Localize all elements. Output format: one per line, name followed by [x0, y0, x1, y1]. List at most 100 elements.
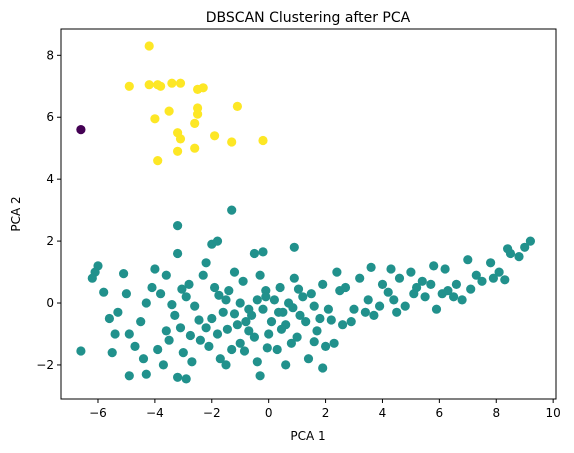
data-point [258, 247, 268, 257]
data-point [173, 221, 183, 231]
data-point [318, 279, 328, 289]
data-point [124, 371, 134, 381]
x-axis-label: PCA 1 [290, 429, 325, 443]
data-point [107, 348, 117, 358]
data-point [104, 313, 114, 324]
data-point [184, 279, 194, 289]
data-point [144, 41, 154, 51]
data-point [244, 304, 254, 314]
data-point [224, 286, 234, 296]
data-point [190, 143, 200, 153]
data-point [232, 320, 242, 330]
data-point [323, 304, 333, 314]
x-tick-label: 0 [265, 406, 273, 420]
data-point [252, 357, 262, 367]
data-point [227, 344, 237, 355]
data-point [303, 354, 314, 364]
data-point [229, 267, 240, 277]
data-point [167, 300, 177, 310]
y-tick-label: 4 [46, 172, 54, 186]
data-point [99, 287, 109, 297]
data-point [369, 310, 379, 320]
data-point [375, 301, 385, 311]
data-point [264, 329, 274, 339]
data-point [113, 307, 123, 317]
data-point [315, 313, 325, 324]
data-point [288, 303, 298, 313]
data-point [173, 146, 183, 156]
data-point [514, 252, 524, 262]
y-axis-ticks: −2 0 2 4 6 8 [36, 48, 61, 372]
data-point [309, 337, 319, 347]
data-point [76, 346, 86, 356]
data-point [525, 236, 536, 246]
data-point [332, 267, 342, 277]
y-axis-label: PCA 2 [9, 196, 23, 231]
data-point [221, 295, 231, 305]
data-point [338, 320, 348, 330]
data-point [185, 330, 195, 341]
data-point [198, 270, 208, 280]
data-point [477, 276, 487, 286]
data-point [392, 307, 402, 317]
data-point [309, 301, 319, 311]
data-point [204, 341, 214, 351]
data-point [190, 301, 200, 311]
data-point [429, 261, 439, 271]
y-tick-label: 0 [46, 296, 54, 310]
data-point [298, 292, 308, 302]
data-point [500, 275, 510, 285]
data-point [249, 248, 259, 259]
data-point [181, 374, 191, 384]
x-tick-label: 2 [322, 406, 330, 420]
data-point [124, 329, 134, 339]
data-point [349, 304, 359, 314]
data-point [212, 329, 223, 339]
data-point [124, 81, 134, 91]
chart-title: DBSCAN Clustering after PCA [206, 10, 411, 26]
data-point [178, 348, 188, 358]
data-point [214, 290, 224, 300]
data-point [153, 156, 163, 166]
data-point [119, 269, 129, 279]
data-point [249, 332, 259, 342]
data-point [239, 346, 250, 356]
data-point [466, 284, 476, 294]
data-point [244, 326, 254, 336]
data-point [266, 317, 277, 327]
data-point [417, 276, 427, 286]
data-point [486, 258, 496, 268]
data-point [463, 255, 473, 265]
data-point [449, 292, 459, 302]
x-axis-ticks: −6 −4 −2 0 2 4 6 8 10 [89, 399, 561, 420]
y-tick-label: 2 [46, 234, 54, 248]
data-point [187, 357, 197, 367]
data-point [222, 324, 232, 334]
data-point [227, 137, 237, 147]
x-tick-label: 8 [492, 406, 500, 420]
data-point [170, 310, 180, 320]
data-point [175, 323, 186, 333]
data-point [141, 369, 151, 379]
data-point [241, 317, 251, 327]
data-point [238, 276, 248, 286]
data-point [289, 242, 299, 252]
data-point [520, 242, 530, 252]
data-point [289, 273, 299, 283]
data-point [346, 317, 356, 327]
data-point [201, 323, 211, 333]
data-point [76, 125, 86, 135]
data-point [210, 131, 220, 141]
data-point [150, 114, 160, 124]
data-point [227, 205, 237, 215]
data-point [420, 292, 430, 302]
data-point [175, 78, 186, 88]
data-point [377, 279, 388, 289]
data-point [355, 273, 365, 283]
data-point [232, 101, 242, 111]
x-tick-label: −2 [203, 406, 221, 420]
plot-area-frame [60, 28, 557, 400]
data-point [215, 354, 225, 364]
data-point [363, 295, 373, 305]
